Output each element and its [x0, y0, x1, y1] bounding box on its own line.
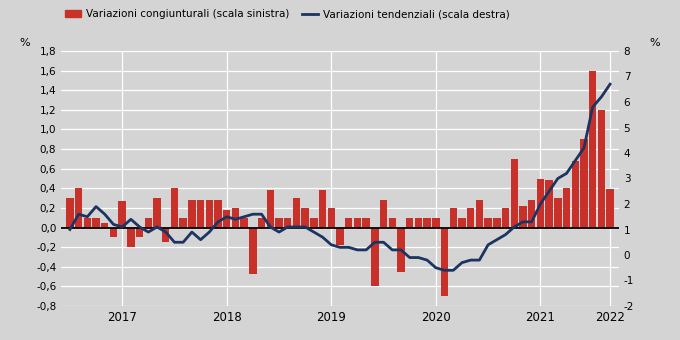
Bar: [511, 159, 518, 227]
Bar: [415, 218, 422, 227]
Bar: [337, 227, 343, 245]
Bar: [127, 227, 135, 247]
Bar: [66, 198, 73, 227]
Bar: [432, 218, 439, 227]
Bar: [328, 208, 335, 227]
Bar: [284, 218, 292, 227]
Bar: [580, 139, 588, 227]
Bar: [188, 200, 196, 227]
Bar: [180, 218, 187, 227]
Bar: [467, 208, 475, 227]
Bar: [484, 218, 492, 227]
Bar: [493, 218, 500, 227]
Bar: [449, 208, 457, 227]
Bar: [589, 71, 596, 227]
Bar: [75, 188, 82, 227]
Bar: [598, 110, 605, 227]
Bar: [406, 218, 413, 227]
Bar: [223, 210, 231, 227]
Bar: [118, 201, 126, 227]
Bar: [563, 188, 571, 227]
Bar: [476, 200, 483, 227]
Bar: [345, 218, 352, 227]
Bar: [92, 218, 100, 227]
Text: %: %: [20, 38, 31, 48]
Bar: [571, 161, 579, 227]
Bar: [380, 200, 388, 227]
Bar: [310, 218, 318, 227]
Bar: [109, 227, 117, 237]
Bar: [258, 218, 265, 227]
Bar: [267, 190, 274, 227]
Bar: [145, 218, 152, 227]
Bar: [136, 227, 143, 237]
Bar: [301, 208, 309, 227]
Bar: [545, 181, 553, 227]
Bar: [101, 223, 109, 227]
Bar: [249, 227, 256, 274]
Bar: [388, 218, 396, 227]
Bar: [528, 200, 535, 227]
Legend: Variazioni congiunturali (scala sinistra), Variazioni tendenziali (scala destra): Variazioni congiunturali (scala sinistra…: [61, 5, 514, 23]
Bar: [214, 200, 222, 227]
Bar: [520, 206, 527, 227]
Bar: [84, 218, 91, 227]
Bar: [537, 178, 544, 227]
Bar: [205, 200, 213, 227]
Bar: [458, 218, 466, 227]
Bar: [171, 188, 178, 227]
Bar: [397, 227, 405, 272]
Bar: [362, 218, 370, 227]
Bar: [232, 208, 239, 227]
Bar: [197, 200, 204, 227]
Bar: [153, 198, 160, 227]
Bar: [162, 227, 169, 242]
Bar: [275, 218, 283, 227]
Bar: [607, 189, 614, 227]
Bar: [424, 218, 431, 227]
Bar: [371, 227, 379, 286]
Bar: [292, 198, 300, 227]
Bar: [502, 208, 509, 227]
Bar: [441, 227, 448, 296]
Text: %: %: [649, 38, 660, 48]
Bar: [554, 198, 562, 227]
Bar: [354, 218, 361, 227]
Bar: [319, 190, 326, 227]
Bar: [241, 218, 248, 227]
